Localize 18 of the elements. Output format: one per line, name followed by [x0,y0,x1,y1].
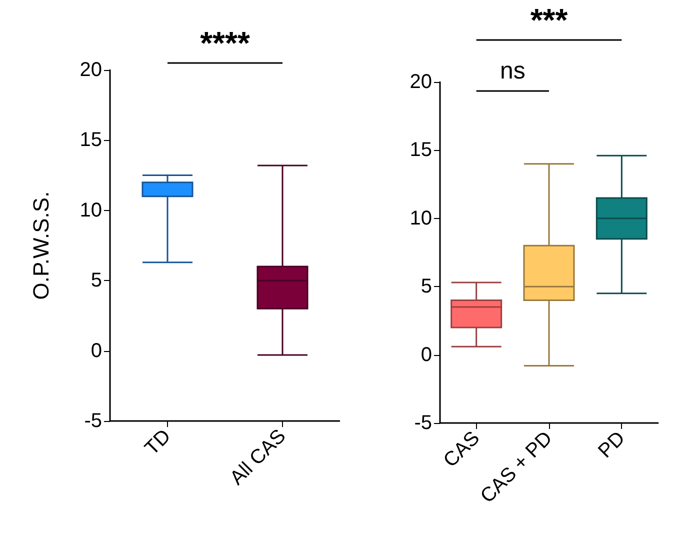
y-tick-label: 15 [80,129,102,152]
y-tick-label: -5 [414,412,432,434]
y-tick-label: 5 [420,276,432,298]
y-tick-label: 10 [80,199,102,222]
x-tick-label: TD [140,425,176,460]
y-tick-label: 20 [410,71,432,93]
text: *** [530,2,568,38]
y-tick-label: -5 [84,410,102,432]
y-tick-label: 5 [90,270,102,292]
y-tick-label: 10 [410,207,432,230]
x-tick-label: PD [594,427,630,462]
y-axis-title: O.P.W.S.S. [28,191,54,300]
y-tick-label: 0 [420,344,432,366]
annotation: ns [500,58,526,84]
y-tick-label: 20 [80,59,102,81]
text: **** [200,25,250,61]
y-tick-label: 15 [410,139,432,162]
y-tick-label: 0 [90,340,102,362]
